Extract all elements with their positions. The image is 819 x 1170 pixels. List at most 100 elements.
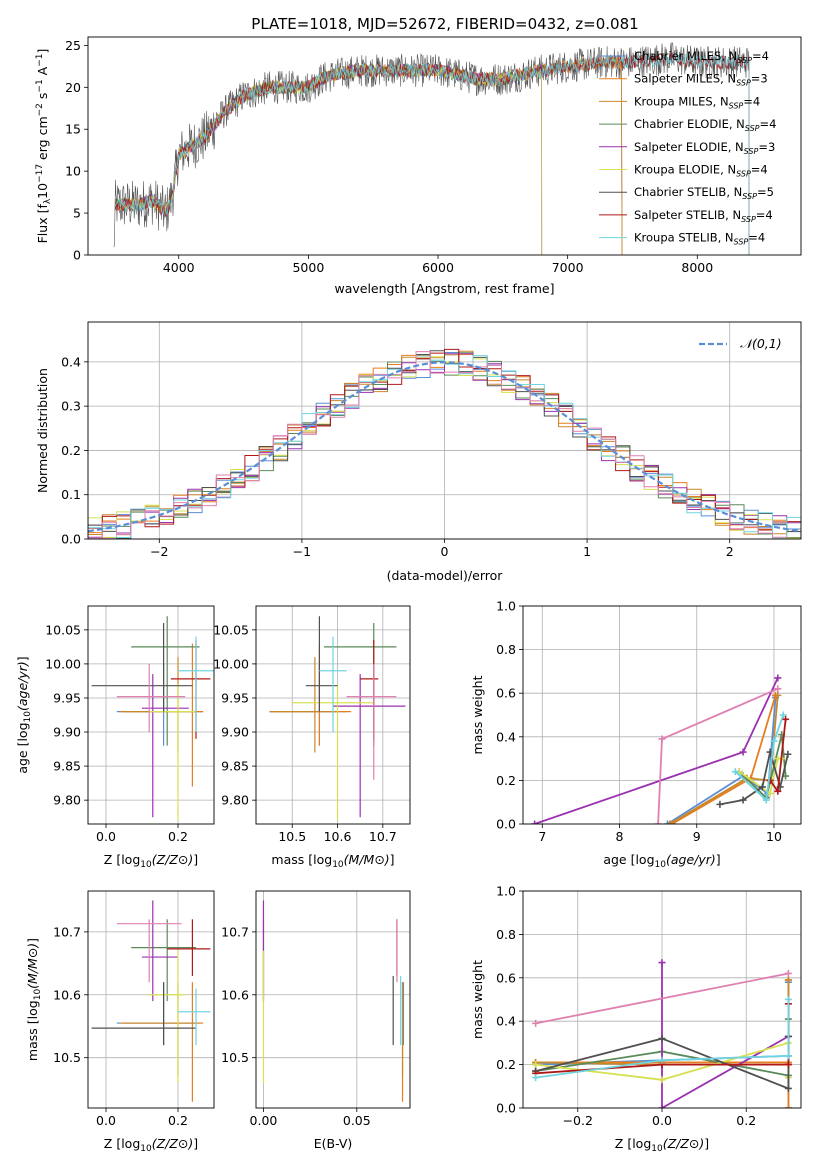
y-tick-label: 10.05 (45, 622, 81, 637)
legend-entry: Kroupa ELODIE, NSSP=4 (634, 163, 768, 179)
weight-marker (532, 1061, 540, 1069)
weight-marker (658, 1056, 666, 1064)
spectrum-lines (113, 42, 750, 255)
x-tick-label: 0.0 (96, 829, 116, 844)
x-tick-label: 0.0 (96, 1113, 116, 1128)
errorbars (262, 900, 405, 1102)
weight-series-line (534, 677, 779, 824)
weight-marker (658, 735, 666, 743)
y-tick-label: 0.6 (496, 686, 516, 701)
y-tick-label: 9.80 (53, 793, 81, 808)
x-tick-label: 9 (693, 829, 701, 844)
y-tick-label: 20 (65, 80, 81, 95)
weight-marker (784, 1084, 792, 1092)
weight-marker (731, 768, 739, 776)
weight-series-line (734, 714, 785, 802)
y-axis-label: mass weight (470, 960, 485, 1039)
weight-marker (739, 796, 747, 804)
y-tick-label: 9.80 (221, 793, 249, 808)
x-axis-label: Z [log10(Z/Z⊙)] (104, 1136, 198, 1154)
y-tick-label: 5 (73, 206, 81, 221)
y-tick-label: 9.90 (53, 725, 81, 740)
weight-marker (784, 1061, 792, 1069)
y-tick-label: 9.85 (221, 759, 249, 774)
axes-mass-vs-Z: 0.0 0.2 10.5 10.6 10.7 Z [log10(Z/Z⊙)] mass [l… (25, 890, 215, 1154)
weight-marker (663, 820, 671, 824)
plot-layer: 4000 5000 6000 7000 80000510152025wavelength… (15, 36, 802, 1154)
weight-marker (658, 959, 666, 967)
axes-frame (255, 890, 411, 1109)
y-tick-label: 25 (65, 38, 81, 53)
weight-marker (784, 750, 792, 758)
y-tick-label: 0.4 (496, 1014, 516, 1029)
x-tick-label: 1 (583, 544, 591, 559)
x-tick-label: −1 (293, 544, 311, 559)
x-axis-label: mass [log10(M/M⊙)] (271, 852, 394, 870)
axes-frame (255, 605, 411, 825)
model-spectrum-line (114, 55, 623, 255)
weight-marker (784, 969, 792, 977)
y-tick-label: 0.8 (496, 927, 516, 942)
normal-reference-curve (88, 361, 801, 533)
y-tick-label: 0.4 (496, 729, 516, 744)
errorbars (91, 900, 211, 1102)
x-tick-label: 4000 (163, 260, 195, 275)
legend-entry: Chabrier ELODIE, NSSP=4 (634, 117, 776, 133)
y-tick-label: 9.85 (53, 759, 81, 774)
model-spectrum-line (114, 55, 623, 255)
legend-entry: Kroupa STELIB, NSSP=4 (634, 231, 765, 247)
weight-marker (658, 1104, 666, 1108)
axes-residuals: −2 −1 0 1 2 0.0 0.1 0.2 0.3 0.4 (data-model)/error… (35, 321, 802, 583)
weight-marker (774, 685, 782, 693)
axes-mass-vs-EBV: 0.00 0.05 10.5 10.6 10.7 E(B-V) (221, 890, 411, 1151)
y-tick-label: 9.95 (53, 690, 81, 705)
axes-frame (87, 605, 215, 825)
axes-spectrum: 4000 5000 6000 7000 8000 0 5 10 15 20 25 wavelength… (35, 36, 802, 296)
x-tick-label: 0.2 (168, 1113, 188, 1128)
legend-entry: Chabrier MILES, NSSP=4 (634, 49, 769, 65)
weight-marker (739, 748, 747, 756)
weight-lines (532, 959, 792, 1108)
weight-marker (531, 820, 539, 824)
y-axis-label: Normed distribution (35, 368, 50, 493)
x-tick-label: 0.05 (343, 1113, 371, 1128)
histogram-steps (88, 348, 801, 539)
y-tick-label: 0.8 (496, 642, 516, 657)
y-tick-label: 10.6 (221, 987, 249, 1002)
legend-entry: Salpeter MILES, NSSP=3 (634, 72, 768, 88)
weight-marker (784, 1104, 792, 1108)
x-tick-label: 10 (766, 829, 782, 844)
y-axis-label: age [log10(age/yr)] (15, 656, 33, 773)
y-tick-label: 1.0 (496, 884, 516, 899)
weight-marker (758, 783, 766, 791)
weight-marker (784, 1052, 792, 1060)
weight-marker (532, 1019, 540, 1027)
histogram-series (88, 351, 801, 539)
x-axis-label: wavelength [Angstrom, rest frame] (334, 281, 554, 296)
x-tick-label: 2 (726, 544, 734, 559)
x-tick-label: 0 (441, 544, 449, 559)
legend: Chabrier MILES, NSSP=4 Salpeter MILES, NS… (599, 49, 776, 247)
weight-marker (666, 820, 674, 824)
weight-series-line (661, 962, 789, 1108)
y-axis-label: mass weight (470, 675, 485, 754)
weight-marker (774, 787, 782, 795)
legend-entry: 𝒩(0,1) (740, 336, 782, 351)
weight-marker (774, 674, 782, 682)
weight-marker (779, 711, 787, 719)
x-tick-label: 5000 (292, 260, 324, 275)
x-axis-label: age [log10(age/yr)] (603, 852, 720, 870)
y-tick-label: 0 (73, 248, 81, 263)
x-tick-label: 10.6 (324, 829, 352, 844)
weight-marker (784, 996, 792, 1003)
axes-frame (87, 890, 215, 1109)
x-tick-label: 7000 (552, 260, 584, 275)
axes-age-vs-mass: 10.5 10.6 10.7 9.80 9.85 9.90 9.95 10.00 10.05 ma… (213, 605, 411, 870)
y-tick-label: 0.3 (61, 399, 81, 414)
y-tick-label: 0.0 (61, 532, 81, 547)
x-tick-label: 6000 (422, 260, 454, 275)
errorbars (91, 616, 214, 821)
weight-marker (770, 737, 778, 745)
x-tick-label: 0.0 (652, 1113, 672, 1128)
